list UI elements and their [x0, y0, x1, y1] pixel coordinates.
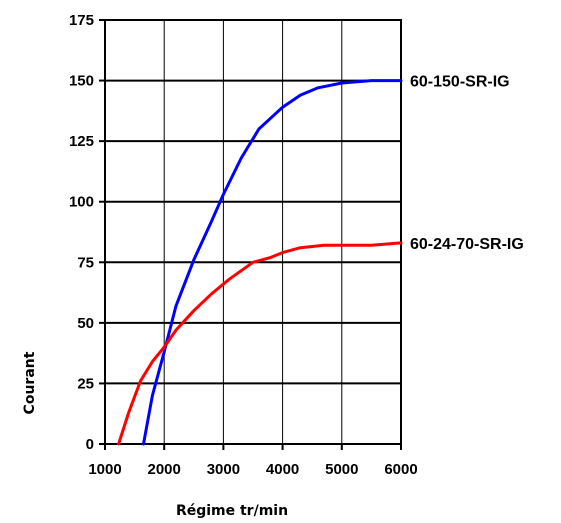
x-axis-title: Régime tr/min [176, 503, 288, 519]
y-tick-label: 175 [69, 12, 94, 29]
plot-border [104, 19, 402, 445]
x-tick-label: 5000 [325, 461, 358, 478]
series-lines [117, 79, 403, 446]
series-labels: 60-150-SR-IG 60-24-70-SR-IG [410, 74, 524, 253]
series-label-1: 60-24-70-SR-IG [410, 236, 524, 253]
grid-lines [104, 19, 402, 445]
x-tick-label: 4000 [266, 461, 299, 478]
y-tick-label: 0 [86, 436, 94, 453]
plot-frame [104, 19, 402, 445]
series-line-0 [142, 79, 403, 446]
y-tick-label: 125 [69, 133, 94, 150]
y-tick-label: 25 [77, 375, 94, 392]
x-tick-label: 1000 [88, 461, 121, 478]
y-tick-label: 100 [69, 194, 94, 211]
x-tick-label: 3000 [207, 461, 240, 478]
series-line-1 [117, 241, 403, 446]
series-label-0: 60-150-SR-IG [410, 74, 510, 91]
y-tick-label: 50 [77, 315, 94, 332]
y-tick-label: 75 [77, 254, 94, 271]
x-axis-ticks: 1000 2000 3000 4000 5000 6000 [88, 444, 418, 478]
y-axis-ticks: 0 25 50 75 100 125 150 175 [69, 12, 105, 453]
x-tick-label: 2000 [148, 461, 181, 478]
y-axis-title: Courant [22, 351, 38, 414]
y-tick-label: 150 [69, 73, 94, 90]
x-tick-label: 6000 [384, 461, 417, 478]
